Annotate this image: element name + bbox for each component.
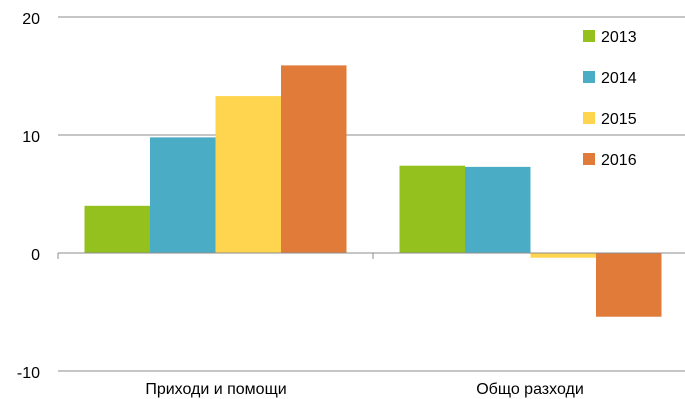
legend-label-2015: 2015	[601, 111, 637, 128]
legend-swatch-2016	[583, 153, 595, 165]
bar-2016-0	[281, 65, 347, 253]
legend-swatch-2015	[583, 112, 595, 124]
bar-2014-0	[150, 137, 216, 253]
legend: 2013 2014 2015 2016	[583, 29, 637, 169]
bar-2013-0	[85, 206, 151, 253]
bar-2013-1	[400, 166, 466, 253]
y-tick-label: -10	[17, 365, 40, 382]
bar-2014-1	[465, 167, 531, 253]
x-tick-labels: Приходи и помощи Общо разходи	[145, 381, 583, 398]
legend-label-2013: 2013	[601, 29, 637, 46]
bar-2015-0	[216, 96, 282, 253]
bar-2015-1	[531, 253, 597, 258]
x-tick-label: Общо разходи	[476, 381, 584, 398]
y-tick-label: 10	[22, 129, 40, 146]
legend-swatch-2013	[583, 30, 595, 42]
legend-label-2014: 2014	[601, 70, 637, 87]
y-tick-label: 20	[22, 11, 40, 28]
x-tick-label: Приходи и помощи	[145, 381, 286, 398]
legend-swatch-2014	[583, 71, 595, 83]
y-tick-label: 0	[31, 247, 40, 264]
bars	[85, 65, 662, 316]
legend-label-2016: 2016	[601, 152, 637, 169]
bar-2016-1	[596, 253, 662, 317]
y-tick-labels: 20 10 0 -10	[17, 11, 40, 382]
